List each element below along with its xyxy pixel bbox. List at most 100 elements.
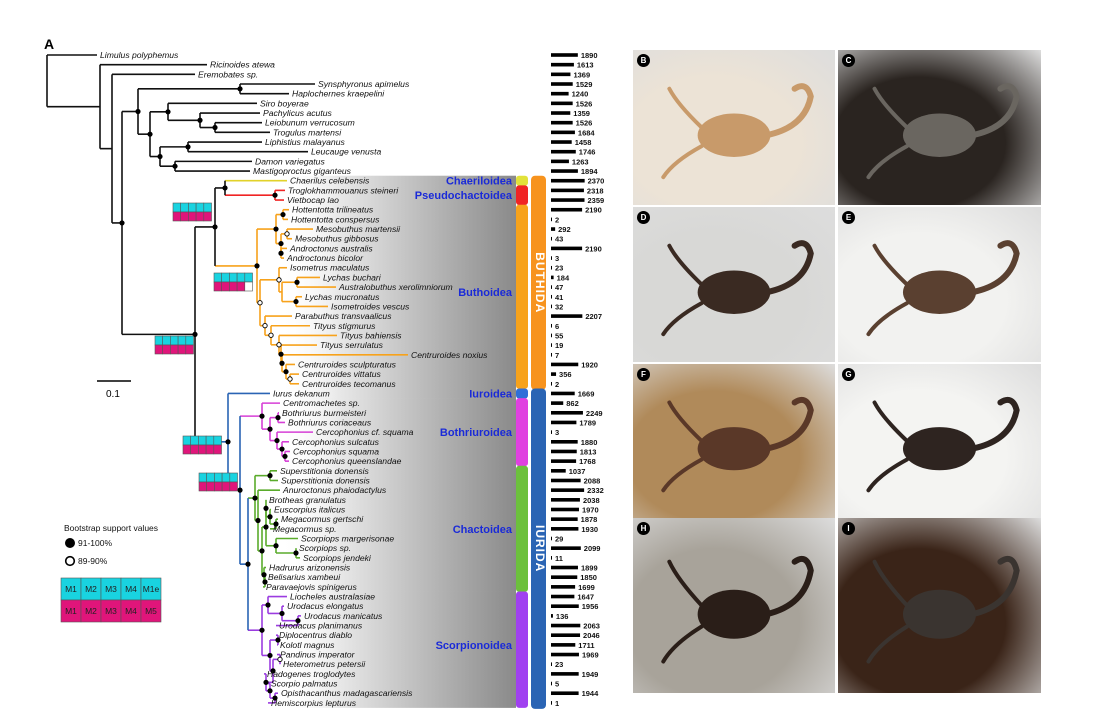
count-label: 2063 xyxy=(583,622,600,631)
support-node-filled xyxy=(263,679,269,685)
scale-bar-label: 0.1 xyxy=(106,389,120,400)
taxon-name: Liocheles australasiae xyxy=(290,592,375,602)
legend-matrix-label: M3 xyxy=(105,584,117,594)
matrix-cell xyxy=(188,202,197,213)
count-bar xyxy=(551,633,581,637)
clade-color-cap xyxy=(516,175,528,186)
taxon-name: Megacormus gertschi xyxy=(281,514,364,524)
scorpion-photo: F xyxy=(633,364,835,518)
count-label: 1969 xyxy=(582,651,599,660)
support-node-filled xyxy=(222,185,228,191)
count-label: 1359 xyxy=(573,109,590,118)
matrix-cell xyxy=(162,335,171,346)
clade-label: Chaeriloidea xyxy=(446,176,513,188)
clade-band xyxy=(280,185,516,206)
photo-label: H xyxy=(637,522,650,535)
count-label: 1529 xyxy=(576,80,593,89)
count-label: 1263 xyxy=(572,157,589,166)
matrix-cell xyxy=(229,481,238,492)
support-node-filled xyxy=(279,610,285,617)
matrix-cell xyxy=(206,472,215,483)
count-bar xyxy=(551,546,581,550)
matrix-cell xyxy=(170,344,179,355)
support-node-filled xyxy=(270,668,276,674)
count-label: 1894 xyxy=(581,167,599,176)
matrix-cell xyxy=(213,444,222,455)
parvorder-bar xyxy=(531,388,546,709)
support-node-filled xyxy=(212,124,218,131)
legend-matrix-label: M2 xyxy=(85,584,97,594)
count-label: 2099 xyxy=(584,544,601,553)
count-bar xyxy=(551,256,552,260)
taxon-name: Cercophonius cf. squama xyxy=(316,427,414,437)
support-node-filled xyxy=(293,550,299,556)
count-bar xyxy=(551,178,585,183)
count-label: 32 xyxy=(555,302,563,311)
support-node-filled xyxy=(259,413,265,419)
count-label: 1789 xyxy=(579,418,596,427)
taxon-name: Hadrurus arizonensis xyxy=(269,563,351,573)
taxon-name: Androctonus bicolor xyxy=(286,253,364,263)
support-node-open xyxy=(262,323,268,329)
taxon-name: Synsphyronus apimelus xyxy=(318,79,410,89)
panel-label: A xyxy=(44,36,54,52)
count-bar xyxy=(551,120,573,125)
support-node-filled xyxy=(267,473,273,479)
taxon-name: Hottentotta conspersus xyxy=(291,214,380,224)
taxon-name: Centruroides vittatus xyxy=(302,369,382,379)
matrix-cell xyxy=(198,481,207,492)
scorpion-silhouette-icon xyxy=(661,396,814,493)
matrix-cell xyxy=(198,472,207,483)
matrix-cell xyxy=(221,481,231,492)
count-label: 862 xyxy=(566,399,579,408)
count-bar xyxy=(551,391,575,396)
clade-color-cap xyxy=(516,185,528,206)
count-label: 55 xyxy=(555,331,563,340)
taxon-name: Chaerilus celebensis xyxy=(290,176,370,186)
count-bar xyxy=(551,362,579,367)
matrix-cell xyxy=(214,481,223,492)
count-bar xyxy=(551,111,571,115)
count-label: 5 xyxy=(555,680,559,689)
support-node-open xyxy=(276,277,282,283)
count-bar xyxy=(551,449,577,454)
taxon-name: Liphistius malayanus xyxy=(265,137,345,147)
scorpion-silhouette-icon xyxy=(866,555,1020,664)
legend-title: Bootstrap support values xyxy=(64,523,158,533)
count-label: 2 xyxy=(555,380,559,389)
legend-matrix-label: M1 xyxy=(65,606,77,616)
taxon-name: Siro boyerae xyxy=(260,98,309,108)
taxon-name: Superstitionia donensis xyxy=(281,475,371,485)
support-node-filled xyxy=(294,279,300,285)
support-node-filled xyxy=(282,453,288,459)
scorpion-photo: G xyxy=(838,364,1041,518)
matrix-cell xyxy=(198,444,207,455)
count-bar xyxy=(551,643,576,647)
parvorder-bar xyxy=(531,175,546,390)
taxon-name: Kolotl magnus xyxy=(280,640,335,650)
matrix-cell xyxy=(182,444,191,455)
matrix-cell xyxy=(180,202,189,213)
count-label: 1878 xyxy=(581,515,598,524)
count-bar xyxy=(551,652,579,657)
taxon-name: Hadogenes troglodytes xyxy=(267,669,356,679)
count-bar xyxy=(551,594,575,599)
parvorder-label: BUTHIDA xyxy=(533,252,547,313)
count-label: 2249 xyxy=(586,409,603,418)
taxon-name: Megacormus sp. xyxy=(273,524,337,534)
scorpion-silhouette-icon xyxy=(661,83,814,180)
count-label: 1880 xyxy=(581,438,598,447)
count-label: 47 xyxy=(555,283,563,292)
count-label: 1369 xyxy=(573,70,590,79)
count-bar xyxy=(551,527,579,531)
support-node-filled xyxy=(192,331,198,337)
support-node-open xyxy=(276,342,282,348)
matrix-boxes: M1 M2 M3 M4 M1e M1 M2 M3 M4 M5 xyxy=(60,202,253,623)
matrix-cell xyxy=(172,202,181,213)
taxon-name: Damon variegatus xyxy=(255,156,325,166)
taxon-name: Hottentotta trilineatus xyxy=(292,205,374,215)
matrix-cell xyxy=(182,435,191,446)
count-label: 1956 xyxy=(582,602,599,611)
support-node-filled xyxy=(157,153,163,160)
matrix-cell xyxy=(236,272,246,283)
